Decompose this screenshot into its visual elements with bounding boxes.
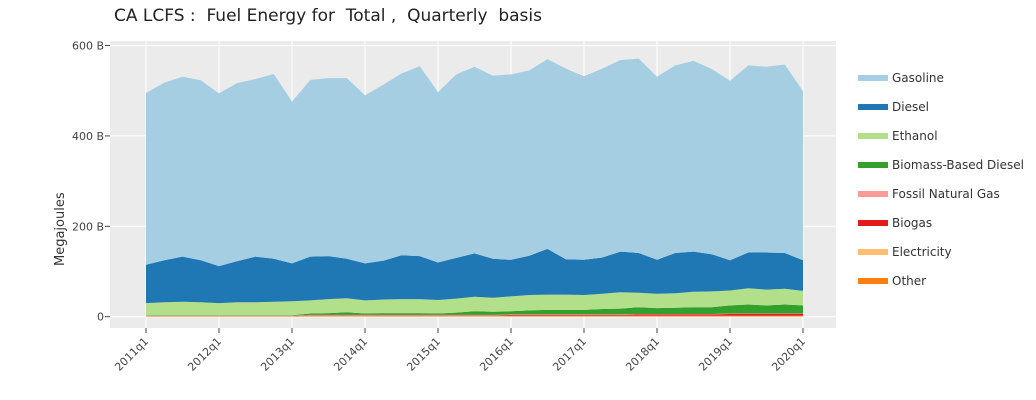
x-tick-label: 2013q1 bbox=[258, 335, 297, 374]
legend-item-other[interactable]: Other bbox=[858, 273, 926, 289]
area-fossil-natural-gas[interactable] bbox=[146, 313, 803, 317]
legend-swatch bbox=[858, 220, 888, 226]
y-axis-ticks: 0 200 B 400 B 600 B bbox=[72, 40, 110, 324]
x-tick-label: 2019q1 bbox=[696, 335, 735, 374]
legend-label: Gasoline bbox=[892, 71, 944, 85]
area-ethanol[interactable] bbox=[146, 288, 803, 316]
legend-swatch bbox=[858, 278, 888, 284]
y-tick-label: 200 B bbox=[72, 220, 104, 233]
legend-label: Ethanol bbox=[892, 129, 938, 143]
legend-swatch bbox=[858, 249, 888, 255]
legend-item-biomass-based-diesel[interactable]: Biomass-Based Diesel bbox=[858, 157, 1024, 173]
x-tick-label: 2020q1 bbox=[769, 335, 808, 374]
legend-label: Electricity bbox=[892, 245, 952, 259]
x-axis-ticks: 2011q1 2012q1 2013q1 2014q1 2015q1 2016q1 2017… bbox=[112, 328, 808, 374]
area-layers bbox=[146, 58, 803, 317]
legend-swatch bbox=[858, 133, 888, 139]
x-tick-label: 2011q1 bbox=[112, 335, 151, 374]
area-diesel[interactable] bbox=[146, 248, 803, 304]
legend-swatch bbox=[858, 191, 888, 197]
legend-swatch bbox=[858, 75, 888, 81]
legend-item-diesel[interactable]: Diesel bbox=[858, 99, 929, 115]
legend-item-ethanol[interactable]: Ethanol bbox=[858, 128, 938, 144]
y-tick-label: 400 B bbox=[72, 130, 104, 143]
legend-item-gasoline[interactable]: Gasoline bbox=[858, 70, 944, 86]
legend-item-biogas[interactable]: Biogas bbox=[858, 215, 932, 231]
area-biogas[interactable] bbox=[146, 314, 803, 317]
area-other[interactable] bbox=[146, 316, 803, 317]
x-tick-label: 2015q1 bbox=[404, 335, 443, 374]
y-tick-label: 600 B bbox=[72, 40, 104, 53]
legend-label: Biogas bbox=[892, 216, 933, 230]
chart-title: CA LCFS : Fuel Energy for Total , Quarte… bbox=[114, 6, 542, 26]
legend-label: Biomass-Based Diesel bbox=[892, 158, 1024, 172]
y-tick-label: 0 bbox=[97, 311, 104, 324]
legend-item-fossil-natural-gas[interactable]: Fossil Natural Gas bbox=[858, 186, 1000, 202]
area-gasoline[interactable] bbox=[146, 58, 803, 267]
legend-label: Diesel bbox=[892, 100, 929, 114]
area-biomass-based-diesel[interactable] bbox=[146, 304, 803, 316]
legend-item-electricity[interactable]: Electricity bbox=[858, 244, 952, 260]
x-tick-label: 2017q1 bbox=[550, 335, 589, 374]
legend-label: Fossil Natural Gas bbox=[892, 187, 1000, 201]
x-tick-label: 2012q1 bbox=[185, 335, 224, 374]
legend-swatch bbox=[858, 162, 888, 168]
legend-label: Other bbox=[892, 274, 927, 288]
x-tick-label: 2016q1 bbox=[477, 335, 516, 374]
x-tick-label: 2018q1 bbox=[623, 335, 662, 374]
legend-swatch bbox=[858, 104, 888, 110]
x-tick-label: 2014q1 bbox=[331, 335, 370, 374]
